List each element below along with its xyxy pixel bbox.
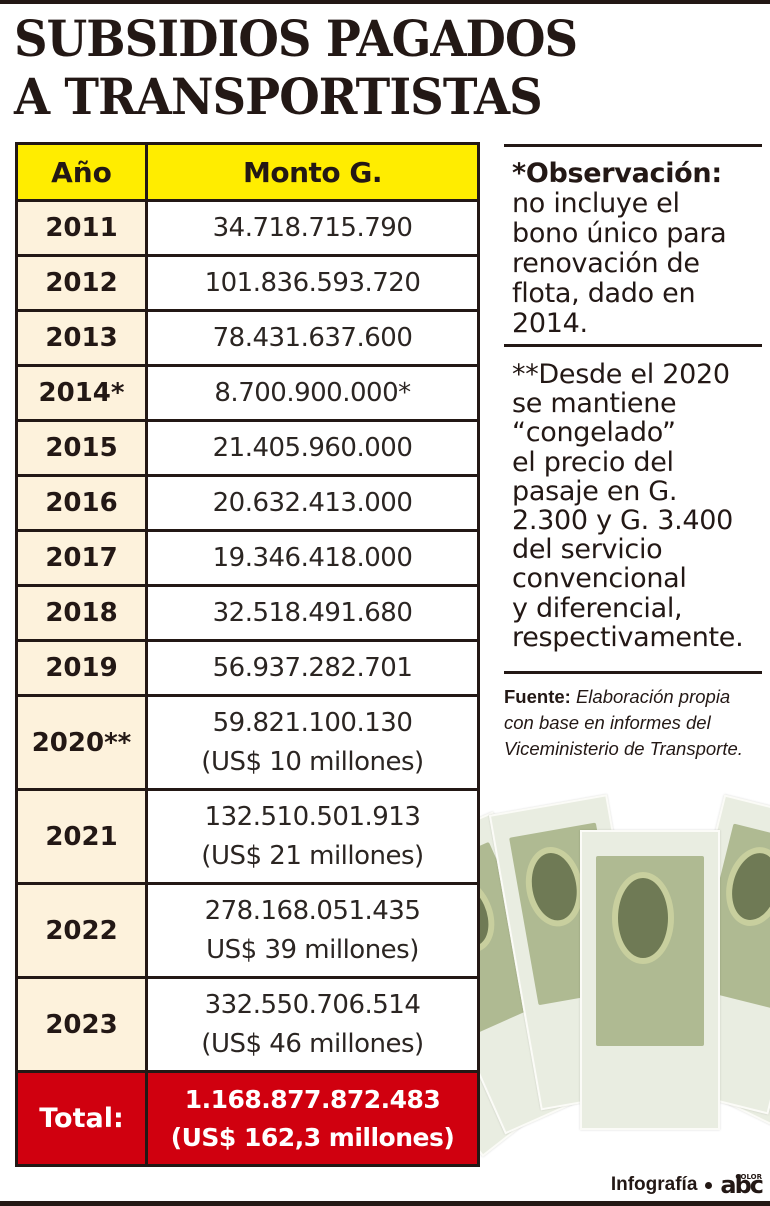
credit: Infografía abc COLOR	[610, 1173, 764, 1197]
total-amount-cell: 1.168.877.872.483 (US$ 162,3 millones)	[148, 1073, 477, 1164]
row-year: 2022	[18, 885, 148, 976]
title-line-1: SUBSIDIOS PAGADOS	[14, 9, 578, 68]
total-label: Total:	[18, 1073, 148, 1164]
logo-text: abc	[720, 1171, 764, 1199]
divider	[504, 144, 762, 147]
note-line: pasaje en G.	[512, 475, 678, 507]
row-amount: 101.836.593.720	[148, 257, 477, 309]
source-note: Fuente: Elaboración propia con base en i…	[504, 684, 766, 762]
bullet-icon	[705, 1181, 713, 1189]
abc-color-logo: abc COLOR	[720, 1173, 764, 1197]
table-row: 2021 132.510.501.913 (US$ 21 millones)	[18, 788, 477, 882]
row-amount: 34.718.715.790	[148, 202, 477, 254]
row-year: 2019	[18, 642, 148, 694]
bottom-rule	[0, 1201, 770, 1206]
row-amount: 78.431.637.600	[148, 312, 477, 364]
observation-note: *Observación: no incluye el bono único p…	[512, 159, 762, 339]
row-year: 2012	[18, 257, 148, 309]
row-year: 2011	[18, 202, 148, 254]
page-title: SUBSIDIOS PAGADOS A TRANSPORTISTAS	[14, 9, 578, 126]
table-row: 2015 21.405.960.000	[18, 419, 477, 474]
observation-line: no incluye el	[512, 188, 680, 219]
note-line: respectivamente.	[512, 621, 744, 653]
row-year: 2017	[18, 532, 148, 584]
row-amount: 19.346.418.000	[148, 532, 477, 584]
table-row: 2022 278.168.051.435 US$ 39 millones)	[18, 882, 477, 976]
title-line-2: A TRANSPORTISTAS	[14, 67, 543, 126]
row-year: 2013	[18, 312, 148, 364]
observation-line: flota, dado en	[512, 278, 696, 309]
row-amount: 59.821.100.130	[212, 707, 413, 738]
observation-label: *Observación:	[512, 158, 722, 189]
row-amount-cell: 59.821.100.130 (US$ 10 millones)	[148, 697, 477, 788]
observation-line: bono único para	[512, 218, 727, 249]
table-header-row: Año Monto G.	[18, 145, 477, 199]
divider	[504, 671, 762, 674]
row-amount-cell: 132.510.501.913 (US$ 21 millones)	[148, 791, 477, 882]
row-amount: 21.405.960.000	[148, 422, 477, 474]
header-amount: Monto G.	[148, 145, 477, 199]
table-row: 2020** 59.821.100.130 (US$ 10 millones)	[18, 694, 477, 788]
row-usd: (US$ 10 millones)	[201, 746, 424, 777]
row-year: 2015	[18, 422, 148, 474]
row-usd: (US$ 21 millones)	[201, 840, 424, 871]
note-line: el precio del	[512, 446, 674, 478]
subsidies-table: Año Monto G. 2011 34.718.715.790 2012 10…	[15, 142, 480, 1167]
table-row: 2012 101.836.593.720	[18, 254, 477, 309]
source-label: Fuente:	[504, 686, 571, 707]
row-year: 2018	[18, 587, 148, 639]
table-row: 2014* 8.700.900.000*	[18, 364, 477, 419]
row-amount-cell: 278.168.051.435 US$ 39 millones)	[148, 885, 477, 976]
row-amount: 20.632.413.000	[148, 477, 477, 529]
observation-line: 2014.	[512, 308, 588, 339]
total-usd: (US$ 162,3 millones)	[170, 1122, 455, 1152]
source-line: Elaboración propia	[575, 686, 731, 707]
table-row: 2019 56.937.282.701	[18, 639, 477, 694]
table-row: 2023 332.550.706.514 (US$ 46 millones)	[18, 976, 477, 1070]
observation-line: renovación de	[512, 248, 700, 279]
total-row: Total: 1.168.877.872.483 (US$ 162,3 mill…	[18, 1070, 477, 1164]
total-amount: 1.168.877.872.483	[184, 1084, 441, 1114]
table-row: 2017 19.346.418.000	[18, 529, 477, 584]
note-line: del servicio	[512, 534, 663, 566]
source-line: con base en informes del	[504, 712, 711, 733]
row-year: 2020**	[18, 697, 148, 788]
top-rule	[0, 0, 770, 4]
header-year: Año	[18, 145, 148, 199]
row-amount: 332.550.706.514	[204, 989, 421, 1020]
note-line: y diferencial,	[512, 592, 683, 624]
note-line: **Desde el 2020	[512, 359, 730, 390]
row-amount: 56.937.282.701	[148, 642, 477, 694]
row-year: 2014*	[18, 367, 148, 419]
row-year: 2023	[18, 979, 148, 1070]
banknote-icon	[580, 830, 720, 1130]
note-line: convencional	[512, 563, 687, 595]
row-amount: 132.510.501.913	[204, 801, 421, 832]
row-amount: 278.168.051.435	[204, 895, 421, 926]
row-amount-cell: 332.550.706.514 (US$ 46 millones)	[148, 979, 477, 1070]
credit-label: Infografía	[610, 1174, 698, 1195]
note-line: 2.300 y G. 3.400	[512, 505, 734, 537]
logo-sup: COLOR	[735, 1173, 762, 1181]
divider	[504, 344, 762, 347]
row-year: 2016	[18, 477, 148, 529]
note-line: “congelado”	[512, 417, 676, 449]
banknotes-illustration	[430, 780, 770, 1170]
table-row: 2018 32.518.491.680	[18, 584, 477, 639]
fare-freeze-note: **Desde el 2020 se mantiene “congelado” …	[512, 360, 762, 652]
note-line: se mantiene	[512, 388, 677, 420]
source-line: Viceministerio de Transporte.	[504, 738, 743, 759]
row-usd: US$ 39 millones)	[206, 934, 419, 965]
row-year: 2021	[18, 791, 148, 882]
row-amount: 32.518.491.680	[148, 587, 477, 639]
row-usd: (US$ 46 millones)	[201, 1028, 424, 1059]
table-row: 2011 34.718.715.790	[18, 199, 477, 254]
table-row: 2013 78.431.637.600	[18, 309, 477, 364]
row-amount: 8.700.900.000*	[148, 367, 477, 419]
table-row: 2016 20.632.413.000	[18, 474, 477, 529]
